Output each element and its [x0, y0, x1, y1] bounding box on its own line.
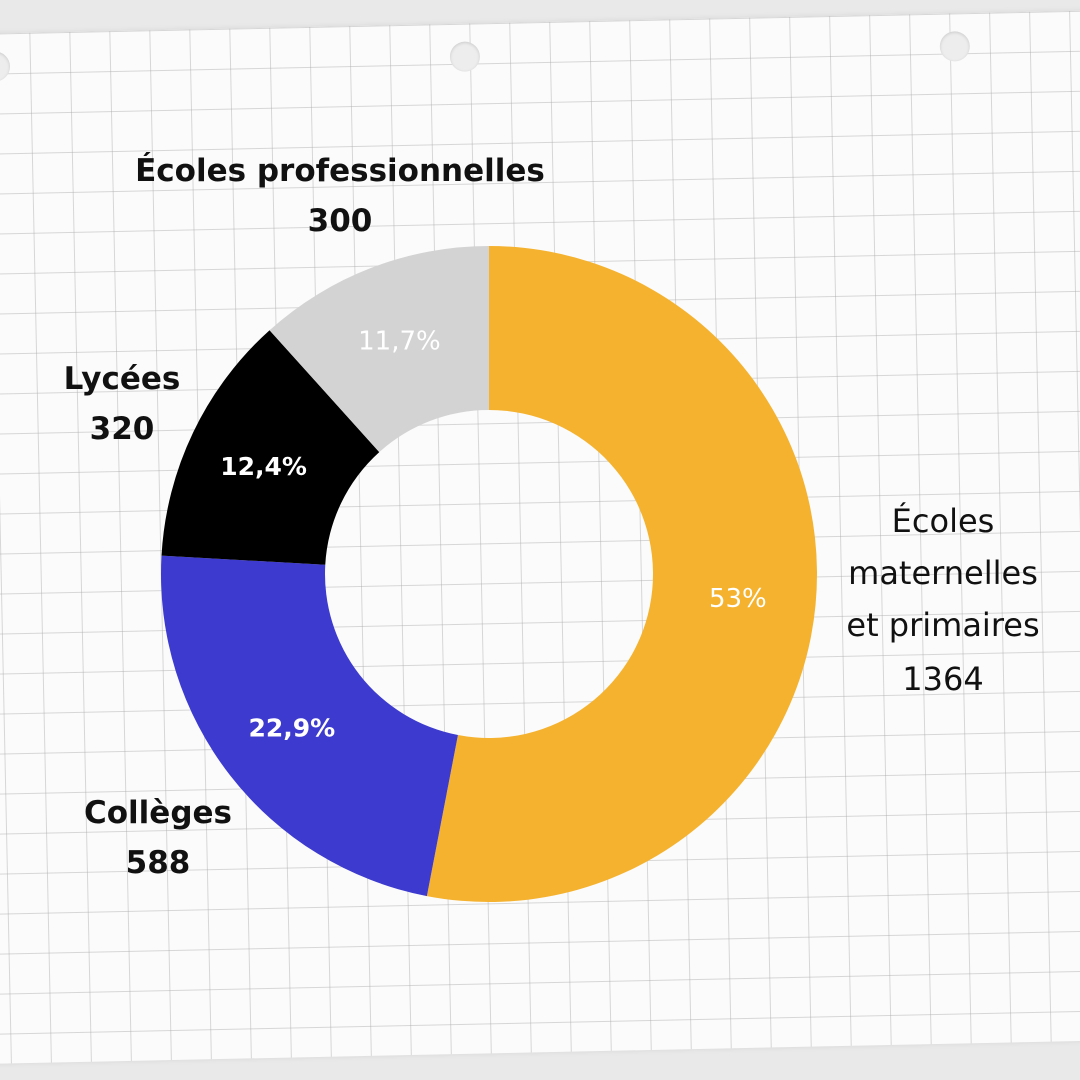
percent-label-lycees: 12,4%: [220, 452, 307, 481]
value-label-colleges: 588: [126, 845, 191, 881]
category-label-primaires-line2: maternelles: [848, 554, 1038, 592]
category-label-primaires-line3: et primaires: [846, 606, 1039, 644]
percent-labels: 53% 22,9% 12,4% 11,7%: [220, 327, 767, 743]
slice-lycees: [161, 330, 380, 565]
percent-label-colleges: 22,9%: [248, 714, 335, 743]
value-label-primaires: 1364: [902, 660, 983, 698]
value-label-professionnelles: 300: [308, 203, 373, 239]
donut-slices: [161, 246, 818, 903]
slice-primaires: [426, 246, 818, 903]
category-label-colleges: Collèges: [84, 795, 232, 831]
percent-label-primaires: 53%: [709, 584, 767, 614]
category-label-lycees: Lycées: [64, 361, 181, 397]
slice-professionnelles: [269, 246, 489, 453]
category-label-professionnelles: Écoles professionnelles: [135, 153, 545, 189]
percent-label-professionnelles: 11,7%: [358, 327, 441, 357]
slice-colleges: [161, 555, 458, 897]
category-label-primaires-line1: Écoles: [892, 502, 995, 540]
value-label-lycees: 320: [90, 411, 155, 447]
